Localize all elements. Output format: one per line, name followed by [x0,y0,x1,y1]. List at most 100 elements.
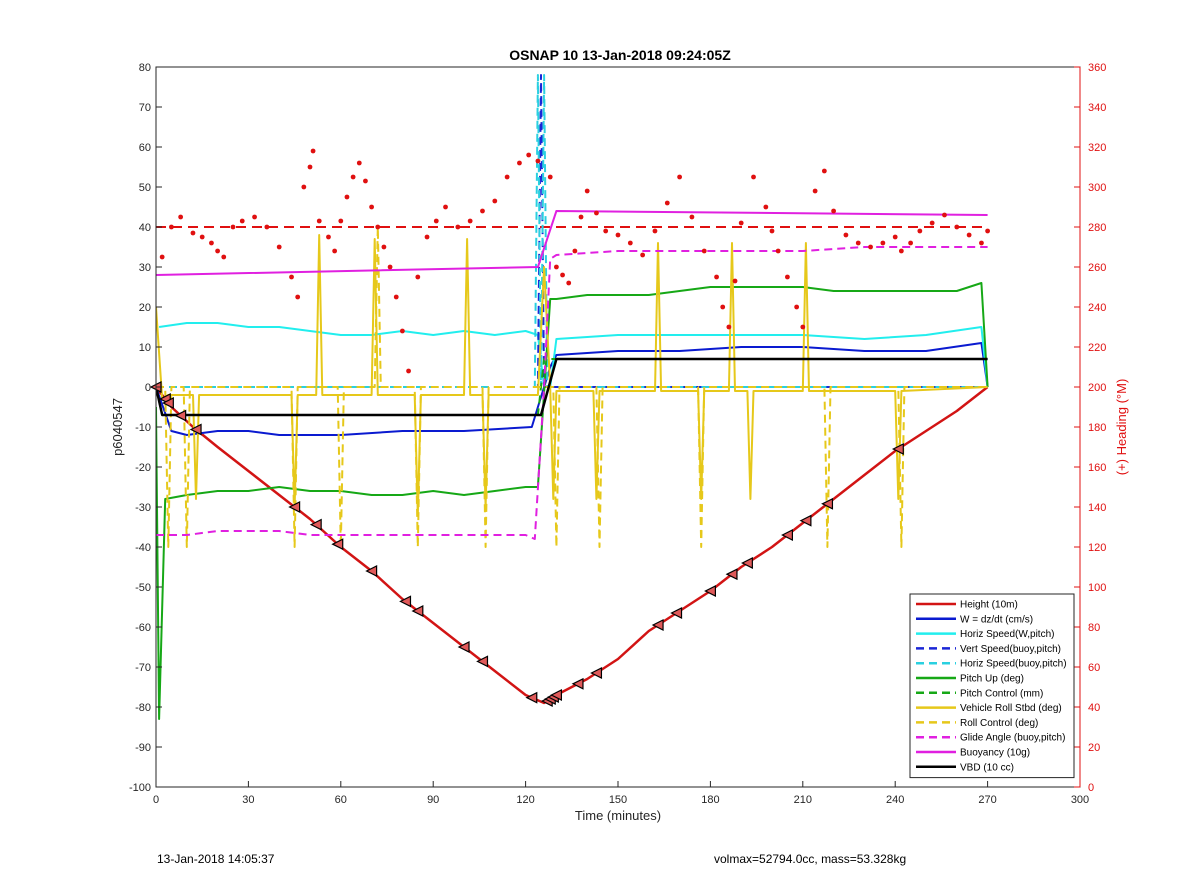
heading-point [942,212,947,218]
y-right-tick-label: 200 [1088,382,1106,394]
y-left-tick-label: -70 [135,662,151,674]
y-left-tick-label: 0 [145,382,151,394]
heading-point [769,228,775,234]
heading-point [584,188,590,194]
y-right-tick-label: 160 [1088,462,1106,474]
y-right-tick-label: 300 [1088,182,1106,194]
heading-point [785,274,790,280]
heading-point [443,204,448,210]
x-tick-label: 60 [335,794,347,806]
heading-point [594,210,599,216]
y-left-tick-label: -60 [135,622,151,634]
y-axis-right-label: (+) Heading (°M) [1114,379,1129,476]
height-marker [457,641,470,653]
heading-point [898,248,904,254]
heading-point [356,160,362,166]
y-right-tick-label: 240 [1088,302,1106,314]
heading-point [954,224,960,230]
heading-point [199,234,205,240]
legend-label: Buoyancy (10g) [960,748,1030,759]
y-right-tick-label: 100 [1088,582,1106,594]
legend-label: VBD (10 cc) [960,762,1014,773]
heading-point [535,158,541,164]
height-marker [704,585,717,597]
heading-point [979,240,984,246]
y-left-tick-label: -10 [135,422,151,434]
heading-point [566,280,572,286]
series-w-dz-dt-cm-s [156,342,989,436]
legend-label: Glide Angle (buoy,pitch) [960,733,1065,744]
legend-label: Vehicle Roll Stbd (deg) [960,703,1062,714]
height-marker [331,538,344,551]
heading-point [338,218,344,224]
height-marker [725,568,738,581]
heading-point [215,248,221,254]
heading-point [504,174,510,180]
heading-point [307,164,313,170]
heading-point [375,224,381,230]
heading-point [578,214,584,220]
heading-point [821,168,827,174]
y-right-tick-label: 220 [1088,342,1106,354]
heading-point [831,208,836,214]
heading-point [326,234,331,240]
height-marker [670,607,683,619]
heading-point [603,228,609,234]
series-vbd-10-cc [156,357,988,417]
heading-point [908,240,913,246]
heading-point [230,224,236,230]
heading-point [363,178,368,184]
x-tick-label: 180 [701,794,719,806]
heading-point [627,240,633,246]
heading-point [455,224,461,230]
heading-layer [159,148,990,374]
y-left-tick-label: 70 [139,102,151,114]
series-glide-angle-buoy-pitch [156,246,988,540]
y-right-tick-label: 340 [1088,102,1106,114]
heading-point [547,174,553,180]
height-marker [571,677,584,690]
x-tick-label: 120 [516,794,534,806]
heading-point [369,204,374,210]
heading-point [415,274,421,280]
legend-box [909,593,1075,779]
heading-point [190,230,196,236]
height-marker-layer [149,381,904,707]
height-marker [399,595,412,608]
y-right-tick-label: 60 [1088,662,1100,674]
heading-point [701,248,707,254]
height-marker [891,443,904,455]
x-tick-label: 0 [153,794,159,806]
heading-point [714,274,719,280]
heading-point [209,240,214,246]
y-left-tick-label: 40 [139,222,151,234]
y-right-tick-label: 280 [1088,222,1106,234]
x-tick-label: 30 [242,794,254,806]
height-marker [309,518,322,531]
y-right-tick-label: 180 [1088,422,1106,434]
heading-point [406,368,411,374]
height-marker [525,691,538,704]
heading-point [276,244,282,250]
heading-point [751,174,756,180]
footer-vehicle-info: volmax=52794.0cc, mass=53.328kg [714,852,907,866]
height-marker [550,689,563,701]
heading-point [880,240,886,246]
heading-point [350,174,356,180]
heading-point [794,304,800,310]
y-left-tick-label: 20 [139,302,151,314]
heading-point [560,272,565,278]
heading-point [843,232,849,238]
heading-point [400,328,405,334]
heading-point [615,232,621,238]
y-left-tick-label: 50 [139,182,151,194]
heading-point [178,214,184,220]
heading-point [800,324,806,330]
footer-timestamp: 13-Jan-2018 14:05:37 [157,852,275,866]
y-axis-left: -100-90-80-70-60-50-40-30-20-10010203040… [129,62,162,794]
chart-title: OSNAP 10 13-Jan-2018 09:24:05Z [509,47,731,63]
height-marker [189,423,202,436]
height-marker [288,501,301,513]
heading-point [295,294,301,300]
